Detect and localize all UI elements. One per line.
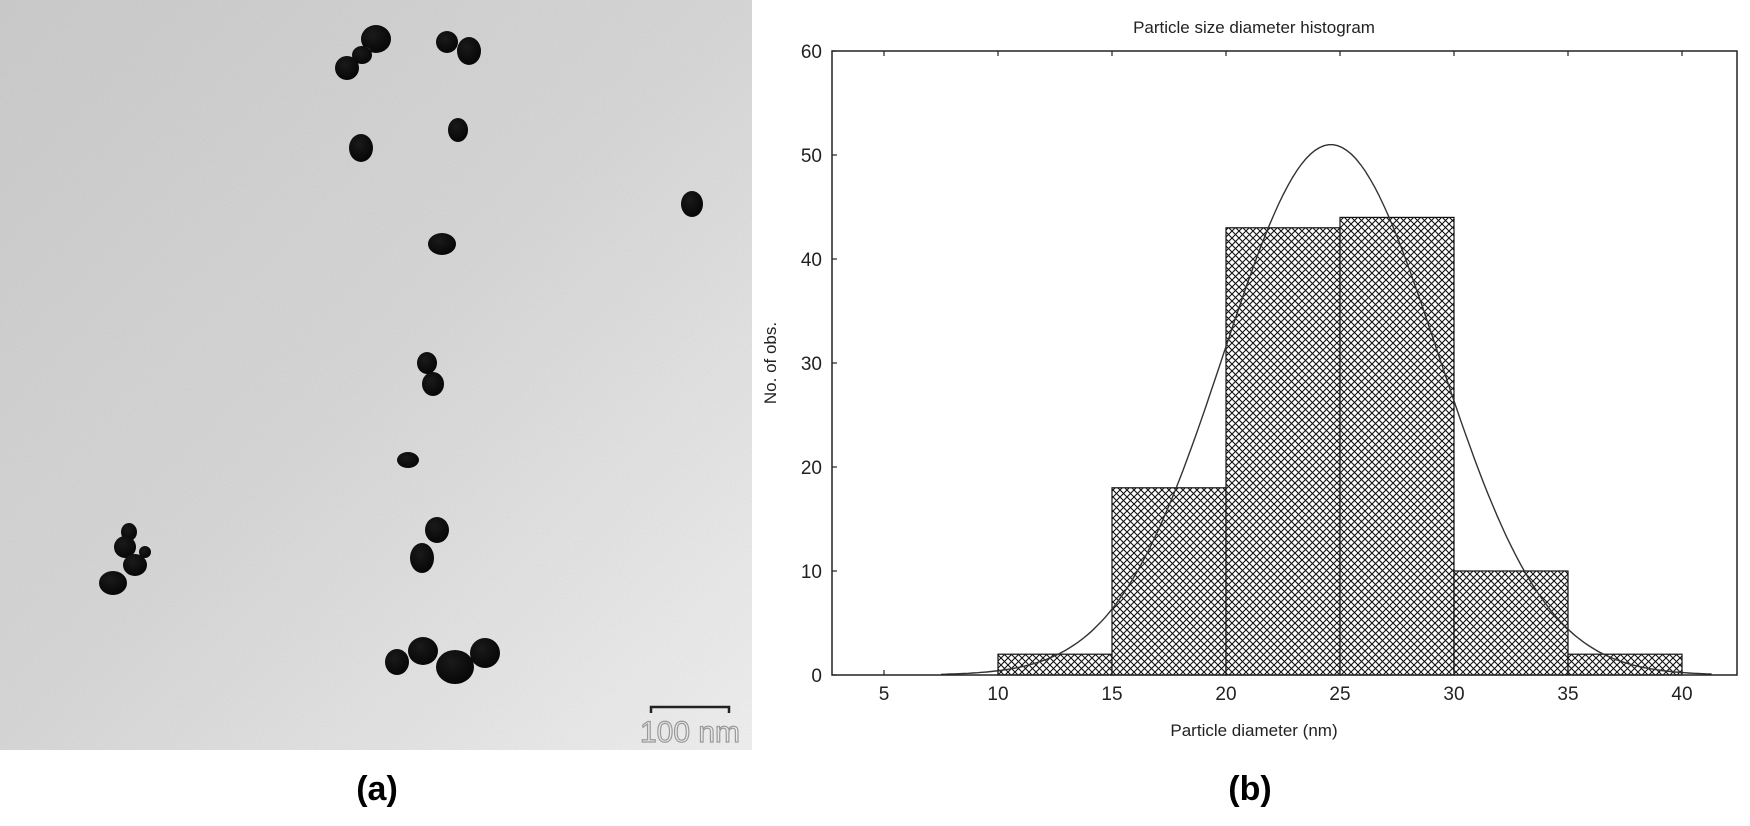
x-tick-label: 40: [1671, 684, 1692, 705]
nanoparticle: [349, 134, 373, 162]
y-tick-label: 30: [801, 354, 822, 375]
nanoparticle: [417, 352, 437, 374]
y-tick-label: 60: [801, 42, 822, 63]
normal-fit-curve: [940, 144, 1712, 675]
histogram-svg: Particle size diameter histogram 0 10 20 30…: [761, 18, 1738, 740]
histogram-chart: Particle size diameter histogram 0 10 20 30…: [752, 0, 1750, 750]
histogram-bar: [1567, 653, 1683, 676]
nanoparticles: [99, 25, 703, 684]
nanoparticle: [448, 118, 468, 142]
y-axis-label: No. of obs.: [761, 322, 780, 404]
nanoparticle: [335, 56, 359, 80]
x-axis: 5 10 15 20 25 30 35 40: [879, 51, 1693, 705]
x-tick-label: 5: [879, 684, 890, 705]
x-tick-label: 20: [1215, 684, 1236, 705]
tem-micrograph: 100 nm: [0, 0, 752, 750]
x-tick-label: 15: [1101, 684, 1122, 705]
x-axis-label: Particle diameter (nm): [1170, 721, 1337, 740]
nanoparticle: [114, 536, 136, 558]
nanoparticle: [425, 517, 449, 543]
panel-label-a: (a): [356, 770, 398, 808]
y-axis: 0 10 20 30 40 50 60: [801, 42, 837, 687]
histogram-bar: [1339, 216, 1455, 676]
nanoparticle: [123, 554, 147, 576]
nanoparticle: [422, 372, 444, 396]
nanoparticle: [436, 31, 458, 53]
histogram-bar: [1453, 570, 1569, 676]
y-tick-label: 20: [801, 458, 822, 479]
nanoparticle: [470, 638, 500, 668]
nanoparticle: [408, 637, 438, 665]
x-tick-label: 10: [987, 684, 1008, 705]
tem-image: 100 nm: [0, 0, 752, 750]
y-tick-label: 10: [801, 562, 822, 583]
nanoparticle: [352, 46, 372, 64]
y-tick-label: 50: [801, 146, 822, 167]
histogram-bar: [1225, 227, 1341, 676]
nanoparticle: [410, 543, 434, 573]
histogram-bar: [997, 653, 1113, 676]
x-tick-label: 35: [1557, 684, 1578, 705]
x-tick-label: 30: [1443, 684, 1464, 705]
histogram-bars: [997, 216, 1683, 676]
y-tick-label: 40: [801, 250, 822, 271]
panel-label-b: (b): [1228, 770, 1272, 808]
scale-bar-label: 100 nm: [640, 716, 740, 749]
nanoparticle: [436, 650, 474, 684]
nanoparticle: [397, 452, 419, 468]
nanoparticle: [139, 546, 151, 558]
nanoparticle: [681, 191, 703, 217]
nanoparticle: [361, 25, 391, 53]
scale-bar: 100 nm: [639, 705, 741, 750]
x-tick-label: 25: [1329, 684, 1350, 705]
chart-title: Particle size diameter histogram: [1133, 18, 1375, 37]
nanoparticle: [428, 233, 456, 255]
y-tick-label: 0: [811, 666, 822, 687]
histogram-bar: [1111, 487, 1227, 676]
nanoparticle: [385, 649, 409, 675]
nanoparticle: [99, 571, 127, 595]
nanoparticle: [457, 37, 481, 65]
